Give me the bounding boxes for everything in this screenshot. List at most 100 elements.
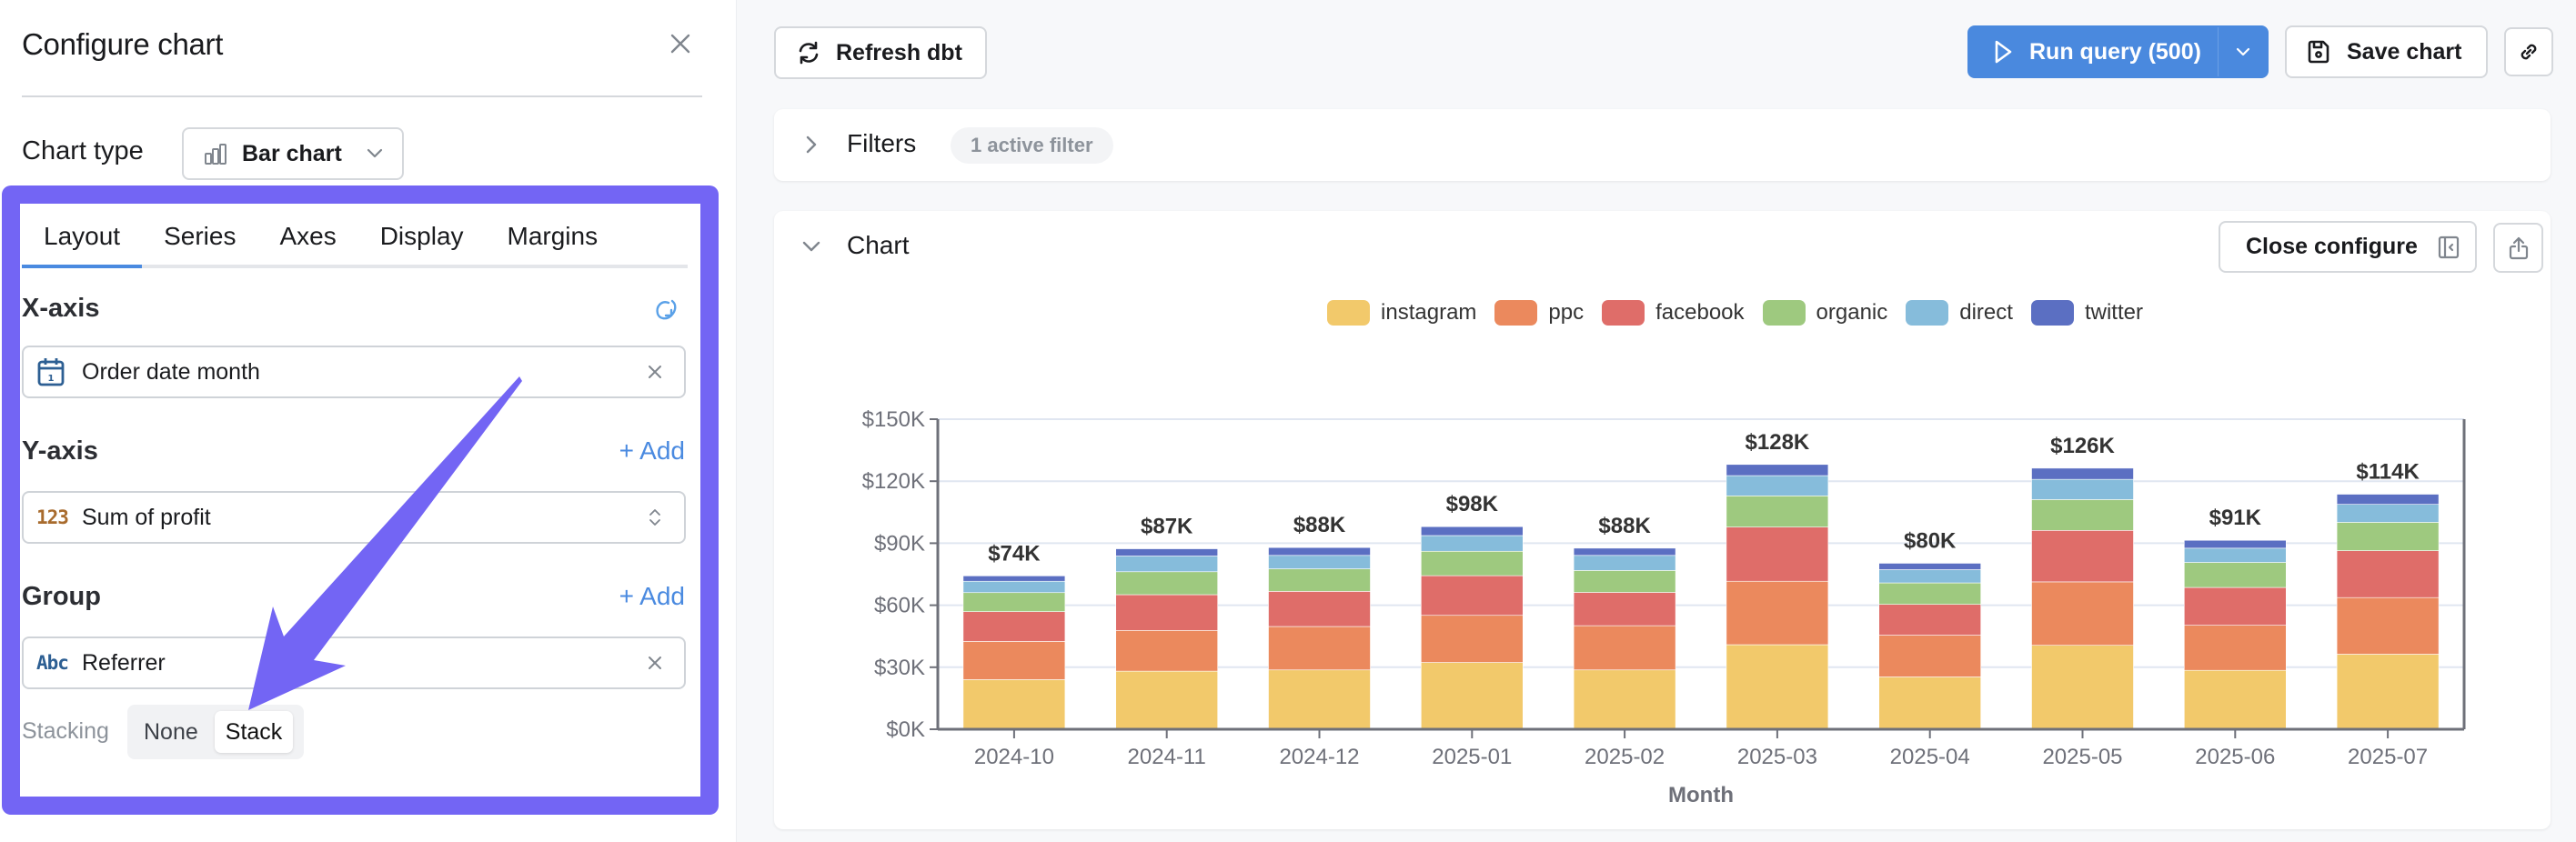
bar-segment-facebook-2025-01[interactable] <box>1421 575 1524 616</box>
bar-segment-facebook-2025-03[interactable] <box>1726 526 1829 582</box>
bar-segment-facebook-2024-11[interactable] <box>1115 594 1218 631</box>
bar-segment-ppc-2025-02[interactable] <box>1573 625 1676 671</box>
bar-segment-direct-2024-10[interactable] <box>962 580 1066 594</box>
copy-link-button[interactable] <box>2504 27 2553 76</box>
bar-segment-ppc-2025-01[interactable] <box>1421 615 1524 663</box>
bar-segment-organic-2025-02[interactable] <box>1573 570 1676 593</box>
bar-segment-facebook-2025-06[interactable] <box>2184 586 2287 626</box>
add-y-axis-button[interactable]: + Add <box>619 436 685 465</box>
x-tick-label: 2025-03 <box>1737 745 1817 769</box>
filters-title[interactable]: Filters <box>847 129 917 157</box>
bar-segment-instagram-2024-11[interactable] <box>1115 670 1218 730</box>
chevron-updown-icon <box>649 509 660 526</box>
bar-segment-organic-2025-06[interactable] <box>2184 562 2287 588</box>
legend-item-direct[interactable]: direct <box>1906 300 2013 326</box>
stacking-option-stack[interactable]: Stack <box>214 711 294 753</box>
bar-segment-instagram-2024-10[interactable] <box>962 679 1066 730</box>
y-tick-label: $30K <box>874 656 925 680</box>
bar-segment-twitter-2025-05[interactable] <box>2031 467 2134 480</box>
bar-segment-twitter-2024-12[interactable] <box>1268 546 1371 556</box>
bar-segment-ppc-2025-06[interactable] <box>2184 625 2287 671</box>
save-icon <box>2308 40 2329 64</box>
add-group-button[interactable]: + Add <box>619 582 685 610</box>
bar-segment-direct-2025-01[interactable] <box>1421 535 1524 552</box>
bar-segment-instagram-2025-05[interactable] <box>2031 645 2134 730</box>
x-tick-label: 2025-01 <box>1432 745 1512 769</box>
chart-collapse-toggle[interactable] <box>798 233 825 260</box>
bar-segment-direct-2025-03[interactable] <box>1726 475 1829 496</box>
bar-segment-facebook-2025-04[interactable] <box>1878 604 1981 636</box>
tab-margins[interactable]: Margins <box>507 222 599 250</box>
bar-segment-facebook-2024-12[interactable] <box>1268 591 1371 627</box>
bar-segment-ppc-2025-05[interactable] <box>2031 581 2134 647</box>
bar-segment-direct-2025-07[interactable] <box>2336 504 2440 523</box>
run-query-main[interactable]: Run query (500) <box>1969 27 2219 76</box>
bar-segment-twitter-2025-06[interactable] <box>2184 539 2287 549</box>
bar-segment-organic-2025-05[interactable] <box>2031 499 2134 531</box>
panel-divider <box>22 95 702 97</box>
bar-segment-twitter-2025-01[interactable] <box>1421 526 1524 536</box>
bar-segment-organic-2024-10[interactable] <box>962 592 1066 612</box>
bar-segment-ppc-2024-10[interactable] <box>962 641 1066 680</box>
bar-segment-direct-2024-11[interactable] <box>1115 556 1218 573</box>
close-configure-button[interactable]: Close configure <box>2219 221 2477 273</box>
bar-segment-facebook-2025-02[interactable] <box>1573 592 1676 626</box>
bar-segment-ppc-2024-11[interactable] <box>1115 630 1218 672</box>
run-query-button[interactable]: Run query (500) <box>1967 25 2269 78</box>
close-panel-button[interactable] <box>664 27 697 60</box>
export-share-button[interactable] <box>2493 223 2543 273</box>
tab-layout[interactable]: Layout <box>22 216 143 268</box>
bar-segment-instagram-2025-02[interactable] <box>1573 669 1676 730</box>
bar-segment-twitter-2025-04[interactable] <box>1878 563 1981 570</box>
bar-segment-instagram-2025-03[interactable] <box>1726 644 1829 730</box>
tab-series[interactable]: Series <box>164 222 236 250</box>
bar-segment-organic-2025-04[interactable] <box>1878 582 1981 605</box>
refresh-dbt-button[interactable]: Refresh dbt <box>774 26 987 79</box>
legend-item-organic[interactable]: organic <box>1762 300 1887 326</box>
bar-segment-organic-2025-01[interactable] <box>1421 550 1524 576</box>
bar-segment-direct-2025-04[interactable] <box>1878 569 1981 584</box>
bar-segment-direct-2025-02[interactable] <box>1573 555 1676 571</box>
bar-segment-facebook-2025-05[interactable] <box>2031 530 2134 583</box>
bar-segment-twitter-2024-11[interactable] <box>1115 548 1218 556</box>
bar-segment-facebook-2024-10[interactable] <box>962 611 1066 642</box>
bar-segment-direct-2025-06[interactable] <box>2184 547 2287 563</box>
bar-segment-ppc-2024-12[interactable] <box>1268 626 1371 671</box>
save-chart-button[interactable]: Save chart <box>2285 25 2488 78</box>
bar-segment-organic-2025-07[interactable] <box>2336 522 2440 551</box>
bar-segment-ppc-2025-03[interactable] <box>1726 580 1829 646</box>
bar-segment-direct-2025-05[interactable] <box>2031 478 2134 500</box>
bar-segment-instagram-2024-12[interactable] <box>1268 669 1371 730</box>
legend-item-facebook[interactable]: facebook <box>1602 300 1745 326</box>
bar-segment-organic-2024-12[interactable] <box>1268 568 1371 592</box>
bar-segment-twitter-2025-07[interactable] <box>2336 494 2440 505</box>
legend-item-twitter[interactable]: twitter <box>2030 300 2143 326</box>
tab-display[interactable]: Display <box>379 222 464 250</box>
chart-type-select[interactable]: Bar chart <box>182 127 404 180</box>
bar-segment-twitter-2025-02[interactable] <box>1573 547 1676 556</box>
bar-segment-instagram-2025-07[interactable] <box>2336 654 2440 730</box>
bar-segment-twitter-2024-10[interactable] <box>962 576 1066 582</box>
bar-total-label: $80K <box>1904 528 1957 553</box>
legend-item-instagram[interactable]: instagram <box>1327 300 1476 326</box>
remove-x-axis-button[interactable] <box>637 364 673 380</box>
bar-segment-ppc-2025-07[interactable] <box>2336 596 2440 655</box>
run-query-options-button[interactable] <box>2219 27 2267 76</box>
bar-segment-instagram-2025-01[interactable] <box>1421 662 1524 730</box>
bar-segment-twitter-2025-03[interactable] <box>1726 464 1829 476</box>
remove-group-button[interactable] <box>637 655 673 671</box>
flip-axes-button[interactable] <box>649 295 682 327</box>
bar-segment-organic-2024-11[interactable] <box>1115 571 1218 596</box>
bar-segment-facebook-2025-07[interactable] <box>2336 550 2440 598</box>
y-axis-select-toggle[interactable] <box>637 506 673 528</box>
bar-segment-ppc-2025-04[interactable] <box>1878 635 1981 677</box>
bar-segment-direct-2024-12[interactable] <box>1268 555 1371 569</box>
bar-segment-instagram-2025-04[interactable] <box>1878 677 1981 730</box>
bar-segment-instagram-2025-06[interactable] <box>2184 669 2287 730</box>
filters-expand-toggle[interactable] <box>798 131 825 158</box>
bar-segment-organic-2025-03[interactable] <box>1726 496 1829 527</box>
legend-item-ppc[interactable]: ppc <box>1494 300 1584 326</box>
stacking-option-none[interactable]: None <box>144 718 198 745</box>
tab-axes[interactable]: Axes <box>279 222 337 250</box>
chart-title[interactable]: Chart <box>847 231 910 259</box>
